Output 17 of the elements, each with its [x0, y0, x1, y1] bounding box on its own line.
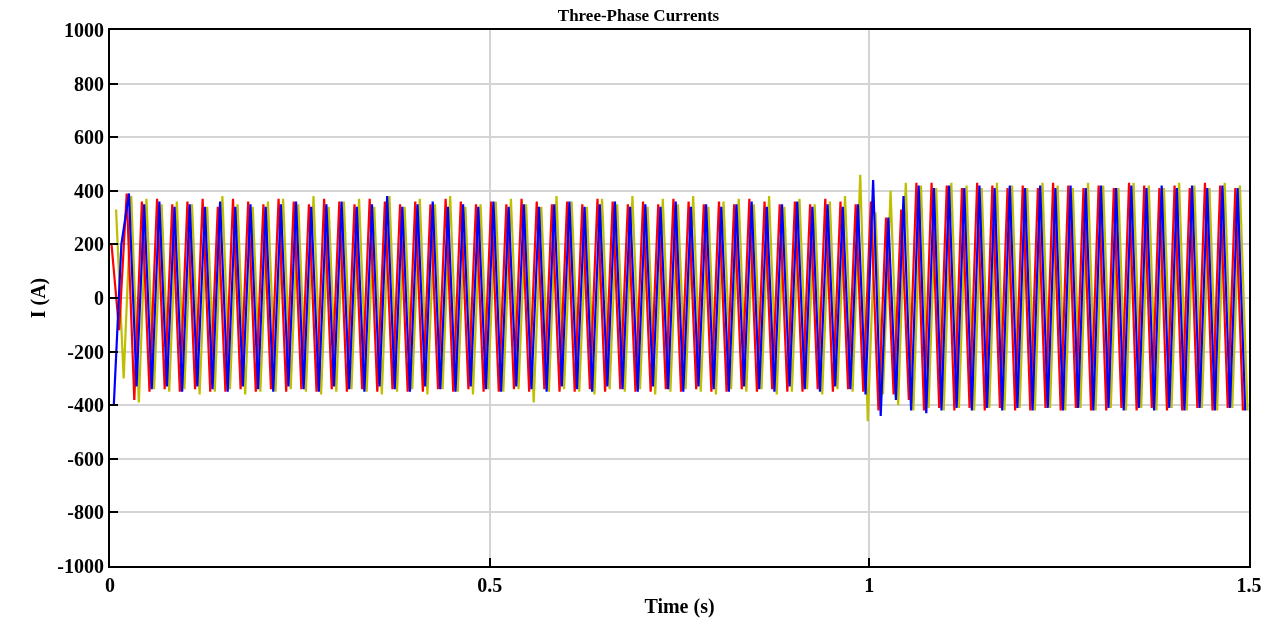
y-tick-label: -400: [67, 394, 104, 417]
y-tick-label: 0: [94, 287, 104, 309]
y-axis-title: I (A): [27, 277, 51, 319]
x-tick-label: 0.5: [477, 574, 503, 596]
x-tick-label: 1.5: [1236, 574, 1262, 596]
y-tick-label: -1000: [57, 555, 104, 577]
x-axis-title: Time (s): [644, 595, 715, 618]
x-tick-label: 1: [864, 574, 875, 596]
y-tick-label: 800: [74, 72, 104, 95]
y-tick-label: -200: [67, 340, 104, 363]
y-tick-label: -800: [67, 501, 104, 524]
y-tick-label: 200: [74, 233, 104, 256]
y-tick-label: -600: [67, 447, 104, 470]
y-tick-label: 400: [74, 179, 104, 202]
y-tick-label: 1000: [64, 19, 104, 41]
chart-title: Three-Phase Currents: [557, 6, 720, 26]
y-tick-label: 600: [74, 126, 104, 149]
